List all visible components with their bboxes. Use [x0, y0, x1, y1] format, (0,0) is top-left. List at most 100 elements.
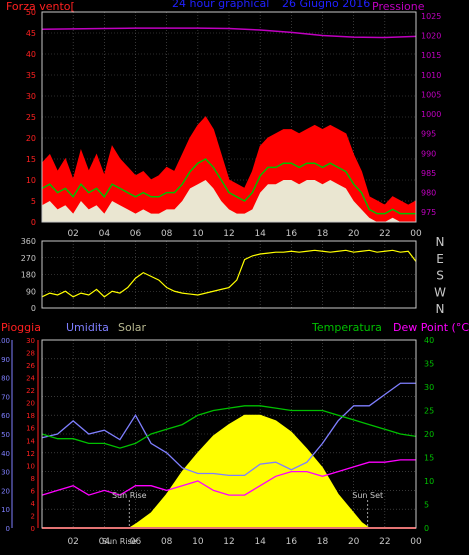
sunrise-x-label: Sun Rise	[102, 537, 137, 546]
wind-frame	[41, 11, 417, 223]
climate-panel: Pioggia Umidita Solar Temperatura Dew Po…	[0, 321, 469, 547]
wind-y-tick: 0	[31, 218, 36, 227]
x-tick: 16	[286, 537, 298, 547]
wind-y-tick: 30	[26, 92, 36, 101]
wind-y-tick: 15	[26, 155, 36, 164]
compass-label: N	[436, 235, 445, 249]
sun-markers: Sun Rise Sun Set Sun Rise	[102, 491, 383, 546]
humidity-y-tick: 80	[1, 375, 10, 383]
x-tick: 08	[161, 229, 173, 239]
humidity-line	[41, 382, 416, 477]
climate-frame	[41, 339, 417, 529]
humidity-y-tick: 50	[1, 431, 10, 439]
rain-y-tick: 26	[26, 362, 35, 370]
humidity-y-ticks: 0 10 20 30 40 50 60 70 80 90 100	[0, 337, 10, 533]
x-tick: 22	[379, 229, 390, 239]
rain-y-tick: 16	[26, 425, 35, 433]
x-tick: 20	[348, 229, 360, 239]
humidity-y-tick: 40	[1, 450, 10, 458]
x-tick: 06	[130, 229, 142, 239]
temperature-y-tick: 5	[424, 501, 429, 510]
x-tick: 14	[254, 229, 266, 239]
x-tick: 00	[410, 229, 422, 239]
pressure-y-tick: 1025	[421, 12, 441, 21]
rain-y-tick: 28	[26, 350, 35, 358]
pressure-y-tick: 1005	[421, 90, 441, 99]
temperature-y-tick: 30	[424, 383, 434, 392]
x-tick: 04	[99, 229, 111, 239]
x-tick: 06	[130, 537, 142, 547]
pressure-y-tick: 995	[421, 130, 436, 139]
dewpoint-label: Dew Point (°C)	[393, 321, 469, 334]
pressure-axis-label: Pressione	[372, 0, 425, 13]
direction-y-tick: 180	[21, 271, 36, 280]
x-tick: 18	[317, 229, 329, 239]
temperature-y-tick: 0	[424, 524, 429, 533]
dewpoint-line	[41, 459, 416, 496]
x-tick: 10	[192, 229, 204, 239]
temperature-y-tick: 15	[424, 454, 434, 463]
temperature-y-ticks: 0 5 10 15 20 25 30 35 40	[424, 336, 434, 533]
wind-axis-label: Forza vento[	[6, 0, 75, 13]
humidity-y-tick: 10	[1, 506, 10, 514]
x-tick: 10	[192, 537, 204, 547]
minimum-area	[42, 180, 416, 222]
wind-y-tick: 40	[26, 50, 36, 59]
compass-label: W	[434, 285, 446, 299]
humidity-y-tick: 90	[1, 356, 10, 364]
pressure-y-tick: 980	[421, 189, 436, 198]
humidity-y-tick: 70	[1, 393, 10, 401]
direction-line	[41, 249, 417, 298]
x-tick: 02	[67, 537, 78, 547]
rain-y-tick: 22	[26, 387, 35, 395]
rain-y-tick: 10	[26, 462, 35, 470]
x-tick: 00	[410, 537, 422, 547]
rain-y-tick: 24	[26, 375, 35, 383]
sunrise-label: Sun Rise	[112, 491, 147, 500]
sunset-label: Sun Set	[352, 491, 383, 500]
climate-x-ticks: 02 04 06 08 10 12 14 16 18 20 22 00	[67, 537, 422, 547]
x-tick: 12	[223, 229, 234, 239]
average-line	[41, 158, 416, 215]
temperature-y-tick: 20	[424, 430, 434, 439]
x-tick: 02	[67, 229, 78, 239]
rain-y-tick: 2	[31, 512, 35, 520]
rain-y-tick: 6	[31, 487, 36, 495]
temperature-line	[41, 405, 417, 449]
wind-y-tick: 10	[26, 176, 36, 185]
x-tick: 22	[379, 537, 390, 547]
direction-series	[41, 249, 417, 298]
solar-label: Solar	[118, 321, 147, 334]
x-tick: 18	[317, 537, 329, 547]
direction-y-tick: 360	[21, 237, 36, 246]
wind-x-ticks: 02 04 06 08 10 12 14 16 18 20 22 00	[67, 229, 422, 239]
pressure-y-tick: 990	[421, 149, 436, 158]
direction-y-tick: 90	[26, 287, 36, 296]
direction-frame	[41, 240, 417, 309]
temperature-y-tick: 25	[424, 407, 434, 416]
wind-y-tick: 45	[26, 29, 36, 38]
compass-label: N	[436, 302, 445, 316]
pressure-y-tick: 1015	[421, 51, 441, 60]
rain-y-tick: 20	[26, 400, 35, 408]
direction-y-tick: 0	[31, 304, 36, 313]
wind-y-tick: 35	[26, 71, 36, 80]
rain-y-tick: 18	[26, 412, 35, 420]
temperature-y-tick: 35	[424, 360, 434, 369]
wind-series	[41, 27, 417, 223]
rain-y-tick: 8	[31, 475, 35, 483]
x-tick: 08	[161, 537, 173, 547]
pressure-y-tick: 985	[421, 169, 436, 178]
wind-y-tick: 20	[26, 134, 36, 143]
temperature-y-tick: 10	[424, 477, 434, 486]
rain-y-tick: 4	[31, 500, 36, 508]
compass-label: S	[436, 269, 444, 283]
wind-pressure-panel: Forza vento[ 24 hour graphical 26 Giugno…	[6, 0, 441, 239]
direction-y-tick: 270	[21, 254, 36, 263]
temperature-label: Temperatura	[311, 321, 382, 334]
x-tick: 16	[286, 229, 298, 239]
wind-y-tick: 50	[26, 8, 36, 17]
